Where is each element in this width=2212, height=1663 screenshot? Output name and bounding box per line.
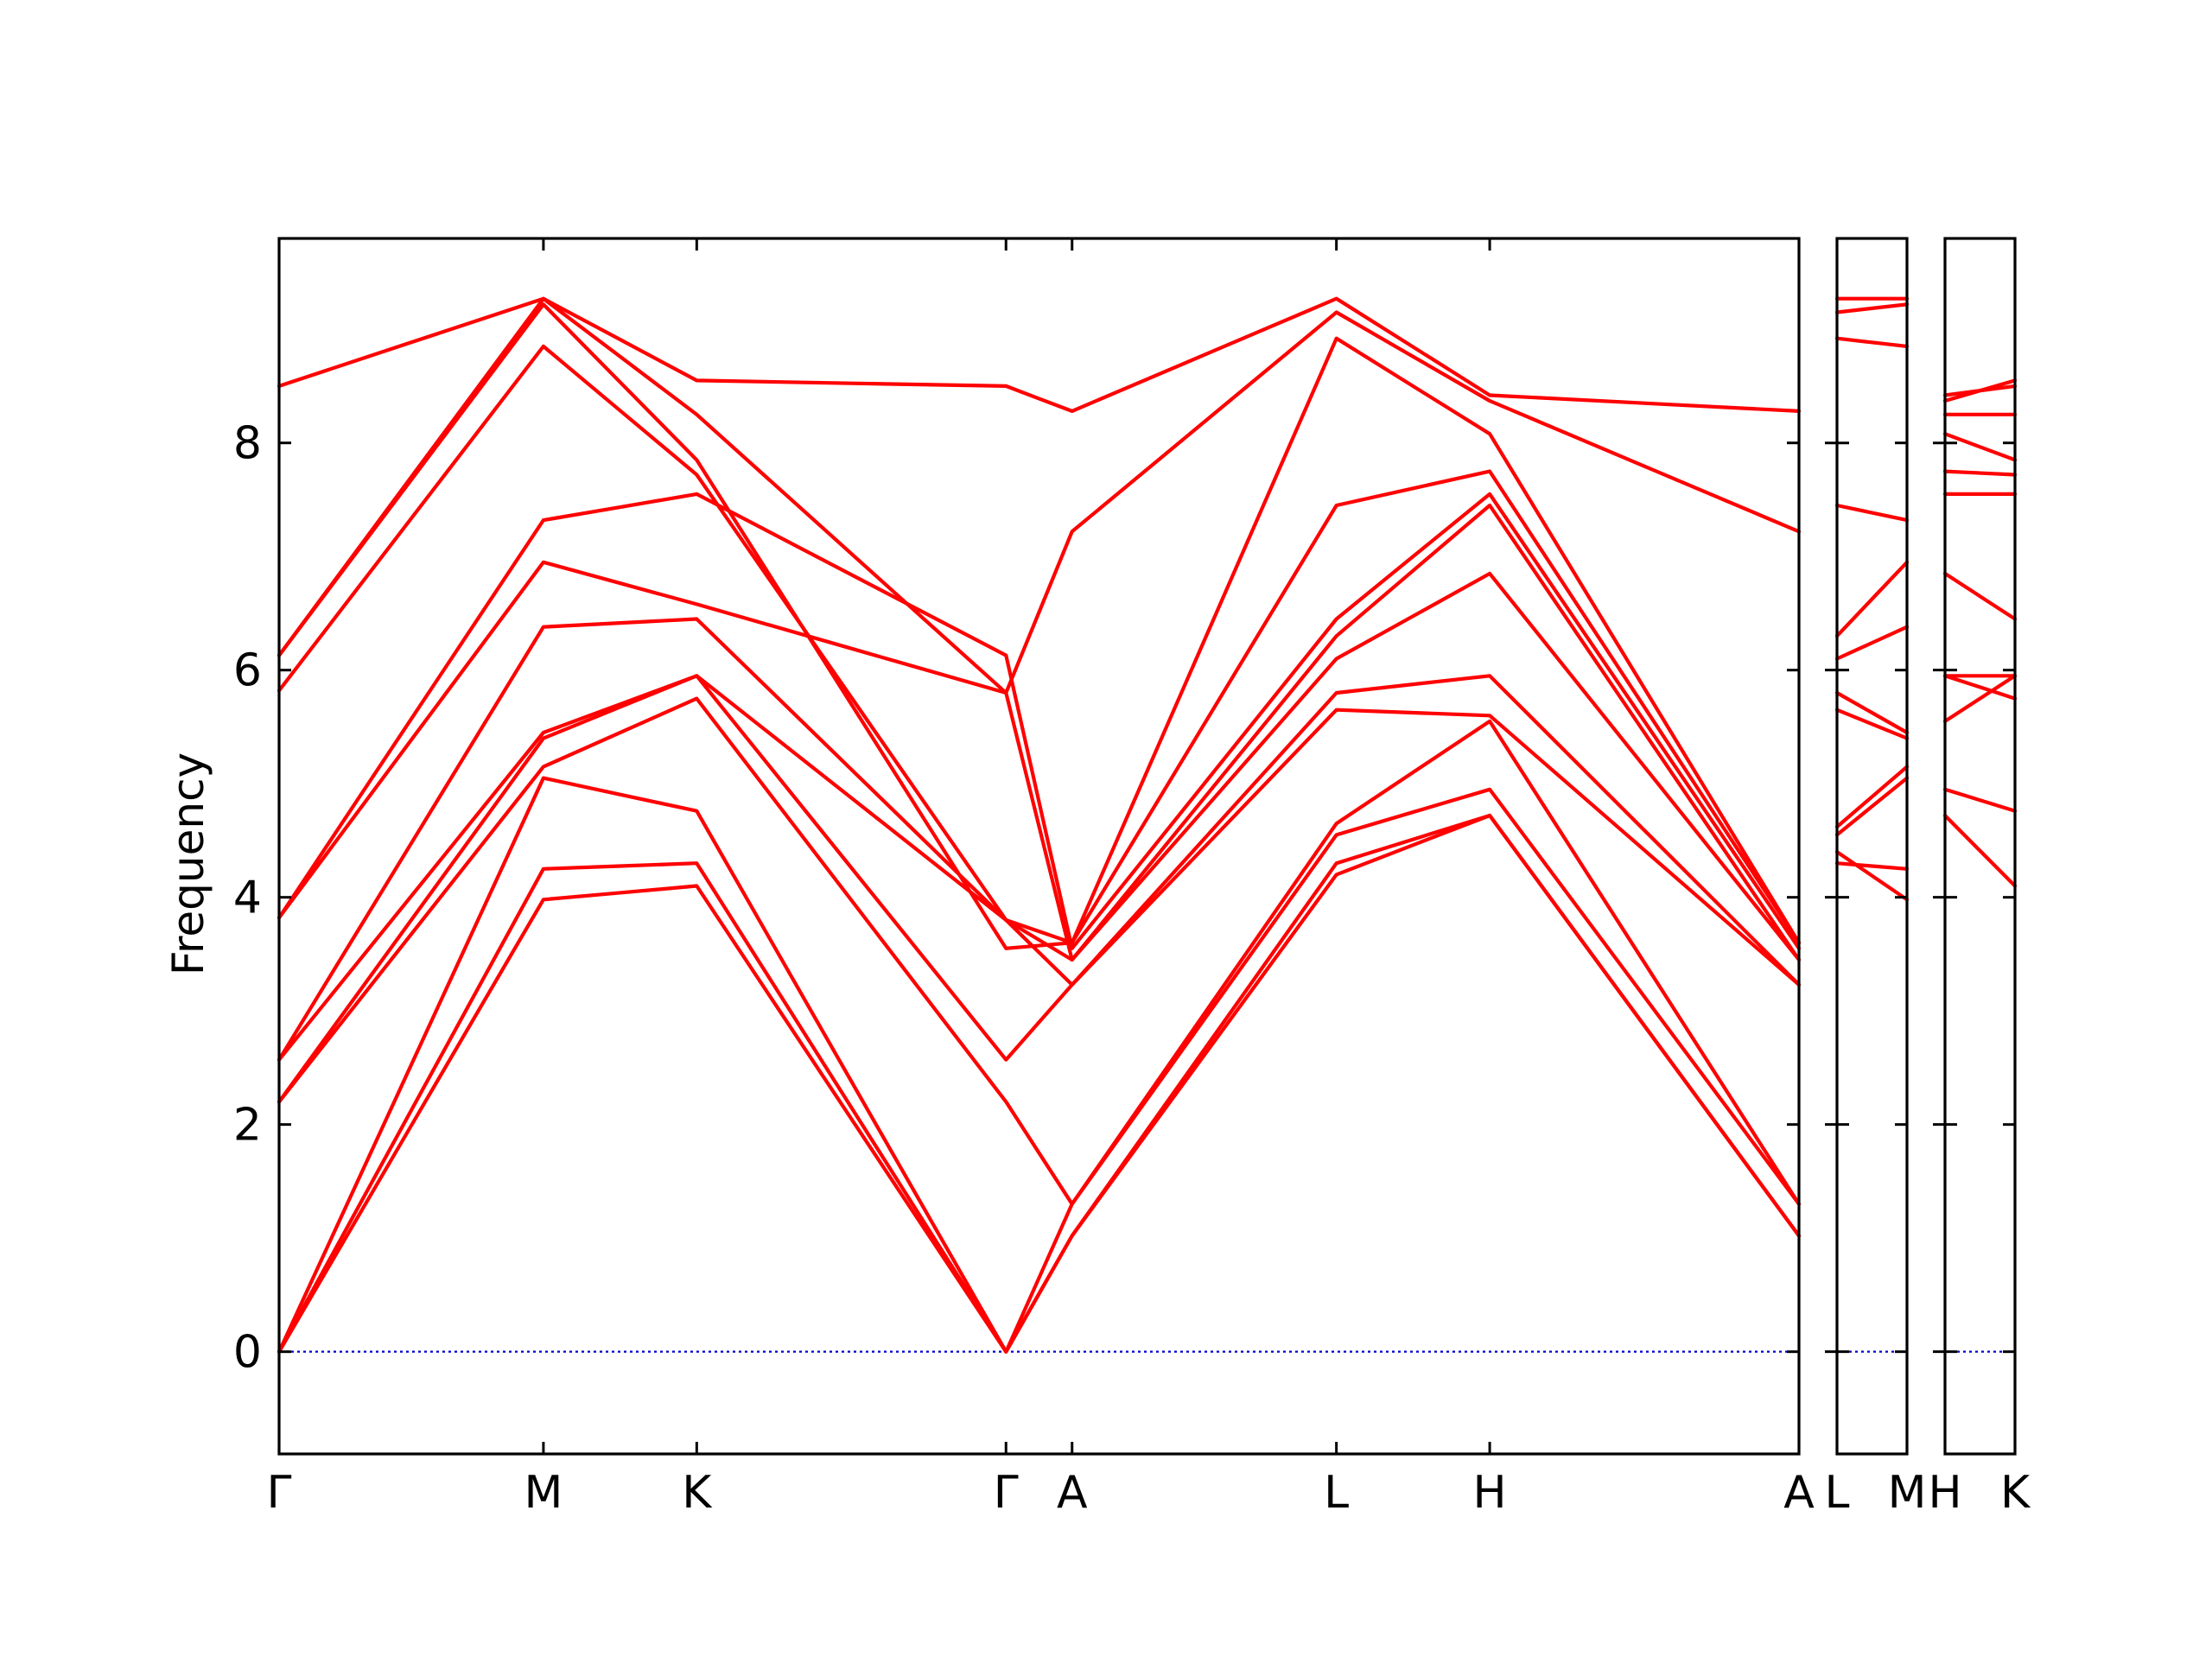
y-tick-label: 2	[233, 1100, 262, 1152]
x-tick-label: Γ	[267, 1467, 292, 1519]
band-line	[1834, 765, 1910, 829]
band-line	[1942, 674, 2018, 701]
band-line	[276, 674, 1802, 1104]
band-line	[1834, 336, 1910, 348]
band-line	[1834, 776, 1910, 837]
band-line	[1834, 560, 1910, 638]
x-tick-label: L	[1324, 1467, 1349, 1519]
band-line	[276, 776, 1802, 1354]
band-line	[276, 674, 1802, 1062]
band-line	[276, 492, 1802, 950]
band-line	[1942, 787, 2018, 813]
band-line	[276, 503, 1802, 962]
x-tick-label: H	[1473, 1467, 1507, 1519]
band-line	[1834, 302, 1910, 314]
band-line	[1942, 674, 2018, 723]
band-line	[1942, 571, 2018, 621]
y-tick-label: 0	[233, 1327, 262, 1379]
y-tick-label: 8	[233, 418, 262, 470]
y-axis-label: Frequency	[163, 752, 213, 975]
x-tick-label: K	[2000, 1467, 2031, 1519]
x-tick-label: L	[1825, 1467, 1850, 1519]
band-line	[276, 344, 1802, 945]
band-line	[276, 296, 1802, 413]
x-tick-label: A	[1057, 1467, 1088, 1519]
band-line	[1942, 813, 2018, 888]
panel-frame	[1943, 237, 2017, 1456]
band-line	[1834, 861, 1910, 871]
x-tick-label: K	[682, 1467, 713, 1519]
panel-frame	[277, 237, 1801, 1456]
band-line	[1942, 432, 2018, 462]
band-line	[1834, 850, 1910, 902]
x-tick-label: H	[1928, 1467, 1961, 1519]
y-tick-label: 6	[233, 645, 262, 697]
panel-frame	[1835, 237, 1909, 1456]
band-line	[1834, 690, 1910, 735]
x-tick-label: A	[1783, 1467, 1815, 1519]
band-line	[276, 813, 1802, 1354]
band-line	[1834, 625, 1910, 661]
band-line	[1942, 384, 2018, 397]
x-tick-label: M	[1888, 1467, 1927, 1519]
band-line	[276, 696, 1802, 1206]
band-line	[276, 571, 1802, 1062]
band-line	[276, 296, 1802, 695]
band-line	[1834, 708, 1910, 740]
x-tick-label: Γ	[994, 1467, 1019, 1519]
band-line	[1834, 503, 1910, 523]
y-tick-label: 4	[233, 873, 262, 924]
x-tick-label: M	[524, 1467, 563, 1519]
band-line	[1942, 469, 2018, 477]
